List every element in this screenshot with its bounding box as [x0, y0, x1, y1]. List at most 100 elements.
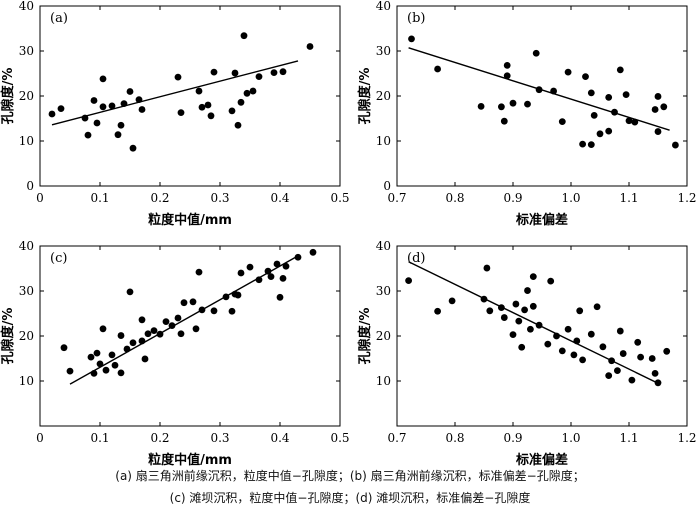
data-point: [599, 343, 607, 351]
y-tick-label: 10: [376, 134, 391, 148]
data-point: [93, 119, 101, 127]
data-point: [524, 287, 531, 294]
data-point: [309, 248, 317, 256]
x-tick-label: 1.2: [677, 431, 696, 445]
data-point: [231, 69, 239, 77]
data-point: [141, 355, 149, 363]
data-point: [498, 103, 505, 111]
data-point: [570, 351, 578, 359]
y-axis-title: 孔隙度/%: [357, 68, 373, 125]
data-point: [129, 144, 137, 152]
y-tick-label: 30: [19, 284, 34, 298]
data-point: [108, 351, 116, 359]
data-point: [503, 62, 511, 69]
data-point: [81, 114, 89, 122]
data-point: [509, 99, 517, 107]
data-point: [198, 103, 206, 111]
data-point: [619, 350, 627, 357]
data-point: [237, 98, 245, 106]
data-point: [66, 367, 74, 375]
data-point: [240, 32, 248, 40]
data-point: [138, 316, 146, 324]
data-point: [306, 43, 314, 50]
data-point: [60, 344, 68, 352]
data-point: [582, 73, 589, 81]
y-axis-title: 孔隙度/%: [0, 68, 16, 125]
data-point: [564, 325, 572, 333]
data-point: [228, 307, 236, 315]
data-point: [614, 367, 621, 375]
data-point: [204, 101, 212, 109]
x-tick-label: 0.5: [330, 191, 349, 205]
data-point: [84, 131, 92, 139]
scatter-panel-c: 0 0.1 0.2 0.3 0.4 0.5 10 20 30 40 (c) 粒度中值/mm 孔隙度/%: [0, 239, 350, 468]
x-tick-label: 0.4: [270, 431, 289, 445]
data-point: [564, 68, 572, 76]
data-point: [117, 369, 125, 377]
data-point: [573, 337, 581, 345]
y-tick-label: 30: [19, 44, 34, 58]
data-point: [270, 69, 278, 76]
data-point: [663, 347, 671, 355]
x-tick-label: 0: [36, 431, 44, 445]
data-point: [144, 330, 152, 338]
x-tick-label: 0.7: [387, 191, 406, 205]
data-point: [177, 330, 185, 338]
data-point: [135, 96, 143, 103]
data-point: [579, 140, 586, 148]
data-point: [87, 353, 95, 361]
y-axis-title: 孔隙度/%: [0, 308, 16, 365]
data-point: [648, 355, 656, 362]
data-point: [138, 337, 146, 345]
x-tick-label: 0.2: [150, 431, 169, 445]
data-point: [547, 277, 555, 285]
data-point: [593, 303, 601, 311]
data-point: [264, 267, 272, 275]
trend-line: [69, 255, 299, 385]
data-point: [246, 263, 254, 271]
data-point: [500, 314, 508, 321]
data-point: [174, 314, 182, 322]
trend-line: [408, 261, 659, 384]
plot-frame: [39, 5, 341, 187]
data-point: [93, 349, 101, 357]
data-point: [521, 306, 528, 314]
y-tick-label: 10: [376, 374, 391, 388]
data-point: [255, 276, 263, 284]
x-tick-label: 0.1: [90, 431, 109, 445]
data-point: [518, 343, 526, 351]
trend-line: [51, 60, 299, 126]
plot-frame: [39, 245, 341, 427]
plot-frame: [396, 245, 688, 427]
data-point: [255, 73, 263, 81]
x-tick-label: 0.4: [270, 191, 289, 205]
data-point: [596, 130, 604, 138]
data-point: [210, 307, 218, 315]
y-tick-label: 40: [19, 239, 34, 253]
y-tick-label: 40: [376, 0, 391, 13]
data-point: [243, 89, 251, 97]
x-tick-label: 0.7: [387, 431, 406, 445]
data-point: [48, 110, 56, 118]
data-point: [207, 112, 215, 120]
x-tick-label: 1.0: [561, 191, 580, 205]
data-point: [120, 100, 128, 108]
data-point: [294, 253, 302, 261]
y-tick-label: 30: [376, 44, 391, 58]
data-point: [249, 87, 257, 95]
data-point: [634, 338, 642, 346]
data-point: [237, 269, 245, 277]
data-point: [631, 118, 639, 126]
data-point: [195, 87, 203, 95]
data-point: [512, 300, 520, 308]
data-point: [222, 293, 230, 301]
data-point: [527, 325, 534, 333]
data-point: [576, 307, 584, 315]
data-point: [587, 89, 595, 97]
data-point: [498, 304, 505, 312]
data-point: [611, 108, 618, 116]
data-point: [532, 49, 540, 57]
y-tick-label: 0: [383, 179, 391, 193]
y-tick-label: 40: [19, 0, 34, 13]
